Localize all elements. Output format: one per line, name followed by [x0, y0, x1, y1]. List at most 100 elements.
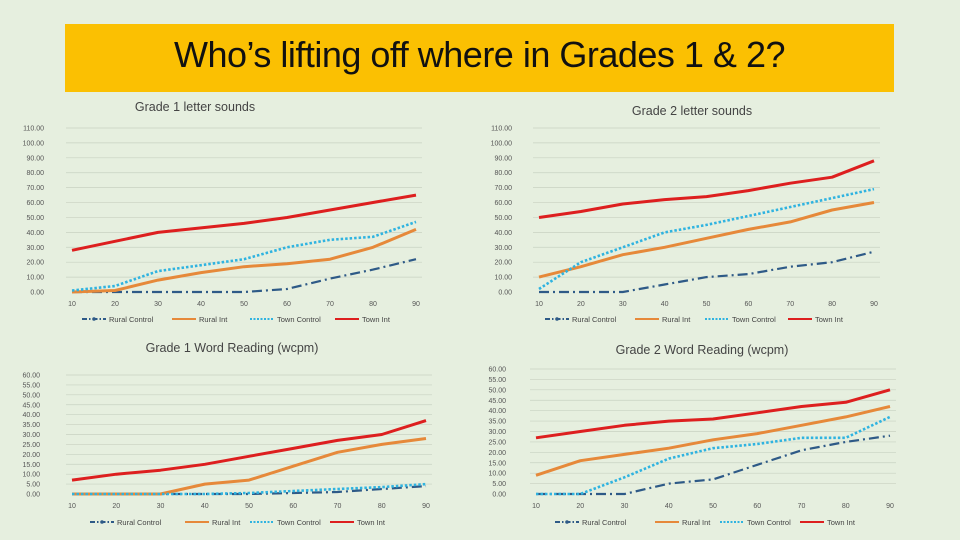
- y-tick-label: 10.00: [22, 472, 40, 479]
- legend-item-town-int: Town Int: [335, 315, 391, 324]
- chart-grade1-letter-sounds: Grade 1 letter sounds 0.00 10.00 20.00 30.00…: [23, 100, 422, 324]
- x-tick-label: 90: [412, 301, 420, 308]
- legend-item-town-control: Town Control: [250, 518, 321, 527]
- x-tick-label: 30: [619, 301, 627, 308]
- x-tick-label: 60: [753, 503, 761, 510]
- series-line-town-control: [538, 187, 875, 291]
- legend-marker: [92, 317, 96, 321]
- y-tick-label: 60.00: [494, 200, 512, 207]
- legend-item-town-control: Town Control: [720, 518, 791, 527]
- y-tick-label: 55.00: [22, 382, 40, 389]
- x-tick-label: 70: [786, 301, 794, 308]
- y-tick-label: 25.00: [488, 439, 506, 446]
- x-tick-label: 80: [378, 503, 386, 510]
- y-tick-label: 40.00: [26, 230, 44, 237]
- y-tick-label: 60.00: [26, 200, 44, 207]
- chart-title: Grade 1 Word Reading (wcpm): [146, 341, 319, 355]
- legend-label: Rural Control: [117, 518, 162, 527]
- legend-label: Town Control: [747, 518, 791, 527]
- series-line-town-control: [536, 415, 891, 496]
- y-tick-label: 0.00: [498, 290, 512, 297]
- x-tick-label: 10: [535, 301, 543, 308]
- legend-item-rural-int: Rural Int: [655, 518, 711, 527]
- y-tick-label: 15.00: [22, 462, 40, 469]
- x-tick-label: 90: [870, 301, 878, 308]
- x-tick-label: 80: [828, 301, 836, 308]
- x-tick-label: 20: [576, 503, 584, 510]
- legend-label: Rural Control: [572, 315, 617, 324]
- y-tick-label: 10.00: [488, 471, 506, 478]
- x-tick-label: 40: [201, 503, 209, 510]
- x-tick-label: 20: [112, 503, 120, 510]
- y-tick-label: 30.00: [26, 245, 44, 252]
- series-line-rural-control: [539, 250, 875, 294]
- y-tick-label: 20.00: [488, 450, 506, 457]
- legend-item-town-int: Town Int: [330, 518, 386, 527]
- x-tick-label: 70: [326, 301, 334, 308]
- y-tick-label: 5.00: [492, 481, 506, 488]
- x-tick-label: 50: [245, 503, 253, 510]
- y-tick-label: 0.00: [30, 290, 44, 297]
- x-tick-label: 20: [577, 301, 585, 308]
- legend-item-rural-int: Rural Int: [185, 518, 241, 527]
- legend-label: Town Int: [357, 518, 386, 527]
- legend-label: Town Control: [277, 518, 321, 527]
- x-tick-label: 70: [334, 503, 342, 510]
- legend-item-town-control: Town Control: [250, 315, 321, 324]
- y-tick-label: 30.00: [488, 429, 506, 436]
- legend-label: Rural Control: [109, 315, 154, 324]
- x-tick-label: 30: [157, 503, 165, 510]
- series-line-rural-int: [535, 405, 891, 477]
- legend-item-rural-control: Rural Control: [555, 518, 627, 527]
- series-line-rural-control: [72, 258, 417, 294]
- x-tick-label: 90: [886, 503, 894, 510]
- y-tick-label: 20.00: [494, 260, 512, 267]
- y-tick-label: 70.00: [494, 185, 512, 192]
- series-line-rural-control: [72, 485, 427, 496]
- series-line-rural-control: [536, 434, 891, 496]
- series-line-town-control: [72, 482, 427, 496]
- legend-label: Town Control: [732, 315, 776, 324]
- series-line-town-int: [71, 419, 427, 482]
- x-tick-label: 80: [369, 301, 377, 308]
- x-tick-label: 30: [154, 301, 162, 308]
- legend-marker: [565, 520, 569, 524]
- y-tick-label: 20.00: [26, 260, 44, 267]
- legend-marker: [100, 520, 104, 524]
- y-tick-label: 5.00: [26, 482, 40, 489]
- x-tick-label: 50: [709, 503, 717, 510]
- y-tick-label: 20.00: [22, 452, 40, 459]
- y-tick-label: 110.00: [23, 126, 44, 133]
- x-tick-label: 60: [283, 301, 291, 308]
- series-line-rural-int: [538, 201, 875, 279]
- x-tick-label: 20: [111, 301, 119, 308]
- series-line-rural-int: [71, 228, 417, 294]
- chart-grade1-word-reading: Grade 1 Word Reading (wcpm) 0.00 5.00 10.00…: [22, 341, 432, 527]
- y-tick-label: 100.00: [491, 140, 513, 147]
- y-tick-label: 35.00: [22, 422, 40, 429]
- legend-label: Rural Int: [662, 315, 691, 324]
- y-tick-label: 40.00: [494, 230, 512, 237]
- title-banner: Who’s lifting off where in Grades 1 & 2?: [65, 24, 894, 92]
- x-tick-label: 40: [665, 503, 673, 510]
- legend-label: Town Int: [362, 315, 391, 324]
- series-line-town-control: [71, 220, 417, 292]
- x-tick-label: 60: [289, 503, 297, 510]
- y-tick-label: 50.00: [488, 387, 506, 394]
- y-tick-label: 10.00: [494, 275, 512, 282]
- legend-label: Rural Control: [582, 518, 627, 527]
- x-tick-label: 80: [842, 503, 850, 510]
- y-tick-label: 45.00: [488, 398, 506, 405]
- y-tick-label: 0.00: [26, 492, 40, 499]
- y-tick-label: 25.00: [22, 442, 40, 449]
- y-tick-label: 40.00: [22, 412, 40, 419]
- y-tick-label: 55.00: [488, 377, 506, 384]
- x-tick-label: 10: [532, 503, 540, 510]
- legend-label: Town Int: [827, 518, 856, 527]
- y-tick-label: 80.00: [26, 170, 44, 177]
- y-tick-label: 15.00: [488, 460, 506, 467]
- legend-marker: [555, 317, 559, 321]
- legend-label: Rural Int: [212, 518, 241, 527]
- y-tick-label: 60.00: [488, 367, 506, 374]
- y-tick-label: 100.00: [23, 140, 45, 147]
